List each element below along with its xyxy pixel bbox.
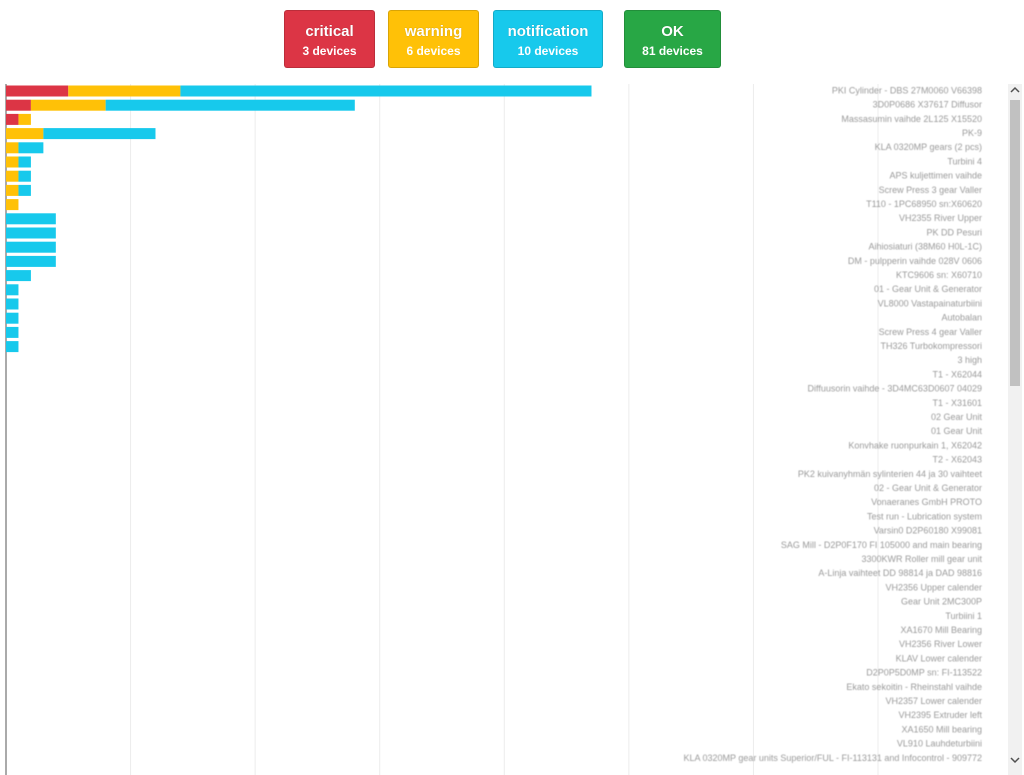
row-label: APS kuljettimen vaihde: [889, 171, 982, 181]
row-label: DM - pulpperin vaihde 028V 0606: [848, 256, 982, 266]
row-label: 3D0P0686 X37617 Diffusor: [873, 100, 982, 110]
bar-segment: [6, 99, 31, 111]
status-button[interactable]: warning 6 devices: [388, 10, 479, 68]
row-label: VH2356 River Lower: [899, 639, 982, 649]
bar-segment: [18, 113, 31, 125]
bar-segment: [6, 213, 56, 225]
bar-segment: [18, 156, 31, 168]
bar-segment: [6, 128, 44, 140]
bar-segment: [6, 227, 56, 239]
row-label: T1 - X62044: [932, 369, 982, 379]
scroll-up[interactable]: [1010, 86, 1020, 93]
row-label: Turbini 4: [947, 156, 982, 166]
row-label: XA1670 Mill Bearing: [900, 625, 982, 635]
row-label: Konvhake ruonpurkain 1, X62042: [848, 440, 982, 450]
bar-segment: [68, 85, 181, 97]
row-label: KLA 0320MP gears (2 pcs): [875, 142, 982, 152]
row-label: 3300KWR Roller mill gear unit: [861, 554, 982, 564]
row-label: VH2356 Upper calender: [885, 582, 982, 592]
row-label: T2 - X62043: [932, 455, 982, 465]
status-button[interactable]: notification 10 devices: [493, 10, 603, 68]
bar-segment: [6, 341, 19, 353]
button-label: critical: [305, 23, 354, 40]
row-label: 3 high: [957, 355, 982, 365]
button-count: 10 devices: [517, 44, 579, 58]
row-label: PK2 kuivanyhmän sylinterien 44 ja 30 vai…: [798, 469, 983, 479]
bar-segment: [43, 128, 156, 140]
bar-segment: [6, 270, 31, 282]
button-label: OK: [661, 23, 684, 40]
bar-segment: [6, 312, 19, 324]
bar-segment: [18, 170, 31, 182]
bar-segment: [6, 142, 19, 154]
row-label: VL910 Lauhdeturbiini: [897, 739, 982, 749]
row-label: Autobalan: [941, 313, 982, 323]
row-label: 02 Gear Unit: [931, 412, 983, 422]
bar-segment: [6, 156, 19, 168]
row-label: VL8000 Vastapainaturbiini: [878, 298, 982, 308]
bar-segment: [6, 170, 19, 182]
scroll-down[interactable]: [1010, 757, 1020, 764]
row-label: 01 - Gear Unit & Generator: [874, 284, 982, 294]
status-button[interactable]: OK 81 devices: [624, 10, 721, 68]
button-count: 6 devices: [406, 44, 461, 58]
row-label: Massasumin vaihde 2L125 X15520: [841, 114, 982, 124]
scrollbar-thumb[interactable]: [1010, 100, 1020, 386]
row-label: A-Linja vaihteet DD 98814 ja DAD 98816: [818, 568, 982, 578]
row-label: 02 - Gear Unit & Generator: [874, 483, 982, 493]
row-label: Ekato sekoitin - Rheinstahl vaihde: [846, 682, 982, 692]
bar-segment: [180, 85, 592, 97]
bar-segment: [6, 184, 19, 196]
row-label: VH2357 Lower calender: [885, 696, 982, 706]
row-label: Screw Press 3 gear Valler: [879, 185, 982, 195]
bar-segment: [18, 184, 31, 196]
row-label: Gear Unit 2MC300P: [901, 597, 982, 607]
bar-segment: [18, 142, 44, 154]
row-label: 01 Gear Unit: [931, 426, 983, 436]
bar-segment: [6, 298, 19, 310]
row-label: Test run - Lubrication system: [867, 511, 982, 521]
bar-segment: [30, 99, 106, 111]
bar-segment: [6, 241, 56, 253]
button-label: notification: [507, 23, 589, 40]
row-label: PK DD Pesuri: [926, 227, 982, 237]
button-label: warning: [404, 23, 463, 40]
status-button[interactable]: critical 3 devices: [284, 10, 375, 68]
row-label: Turbiini 1: [945, 611, 982, 621]
row-label: Diffuusorin vaihde - 3D4MC63D0607 04029: [808, 384, 982, 394]
bar-segment: [6, 113, 19, 125]
row-label: PKI Cylinder - DBS 27M0060 V66398: [832, 85, 982, 95]
bar-segment: [6, 85, 69, 97]
row-label: KLA 0320MP gear units Superior/FUL - FI-…: [683, 753, 982, 763]
row-label: D2P0P5D0MP sn: FI-113522: [866, 668, 982, 678]
row-label: SAG Mill - D2P0F170 FI 105000 and main b…: [781, 540, 982, 550]
row-label: Screw Press 4 gear Valler: [879, 327, 982, 337]
row-label: KTC9606 sn: X60710: [896, 270, 982, 280]
bar-segment: [6, 255, 56, 267]
row-label: Vonaeranes GmbH PROTO: [871, 497, 982, 507]
status-filters: critical 3 devices warning 6 devices notific…: [0, 10, 1024, 70]
row-label: TH326 Turbokompressori: [880, 341, 982, 351]
row-label: T110 - 1PC68950 sn:X60620: [866, 199, 982, 209]
row-label: PK-9: [962, 128, 982, 138]
button-count: 81 devices: [642, 44, 703, 58]
row-label: VH2395 Extruder left: [898, 710, 982, 720]
row-label: VH2355 River Upper: [899, 213, 982, 223]
row-label: XA1650 Mill bearing: [901, 724, 982, 734]
button-count: 3 devices: [302, 44, 357, 58]
bar-segment: [6, 284, 19, 296]
row-label: T1 - X31601: [932, 398, 982, 408]
bar-segment: [6, 199, 19, 211]
bar-segment: [6, 326, 19, 338]
row-label: Varsin0 D2P60180 X99081: [874, 526, 982, 536]
bar-segment: [105, 99, 355, 111]
row-label: KLAV Lower calender: [896, 653, 982, 663]
row-label: Aihiosiaturi (38M60 H0L-1C): [868, 242, 982, 252]
